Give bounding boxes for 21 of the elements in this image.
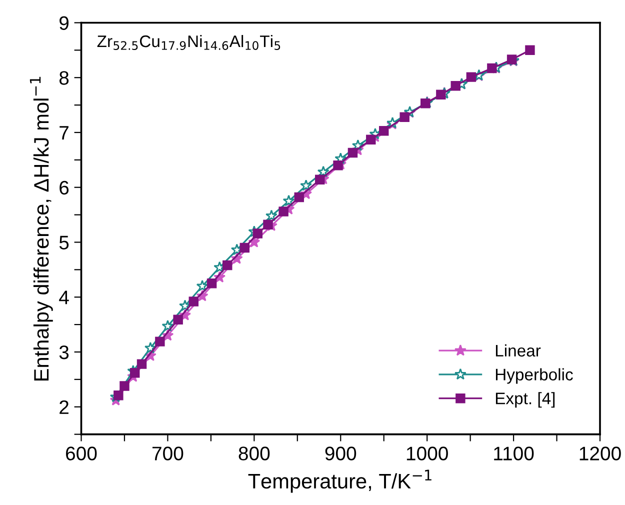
x-axis-title: Temperature, T/K$^{−1}$ [248, 470, 432, 493]
y-tick-label: 5 [59, 236, 69, 250]
text: Zr$_{52.5}$Cu$_{17.9}$Ni$_{14.6}$Al$_{10}$Ti$_{5}$ [97, 34, 280, 50]
x-tick-label: 700 [152, 446, 184, 460]
y-tick-label: 3 [59, 345, 69, 360]
y-tick-label: 7 [60, 126, 68, 140]
y-tick-label: 4 [59, 290, 69, 304]
y-axis-title: Enthalpy difference, ΔH/kJ mol$^{−1}$ [30, 76, 53, 380]
legend-label: Hyperbolic [496, 368, 573, 384]
x-tick-label: 1000 [406, 446, 448, 460]
x-tick-label: 1200 [580, 446, 621, 460]
y-tick-label: 2 [60, 400, 68, 414]
x-tick-label: 1100 [494, 446, 534, 460]
x-tick-label: 600 [66, 446, 97, 460]
y-tick-label: 6 [60, 180, 69, 195]
legend-label: Linear [496, 344, 541, 357]
x-tick-label: 900 [325, 446, 356, 460]
x-tick-label: 800 [238, 446, 270, 460]
y-tick-label: 9 [60, 16, 69, 30]
legend-label: Expt. [4] [496, 392, 555, 408]
y-tick-label: 8 [59, 71, 69, 85]
